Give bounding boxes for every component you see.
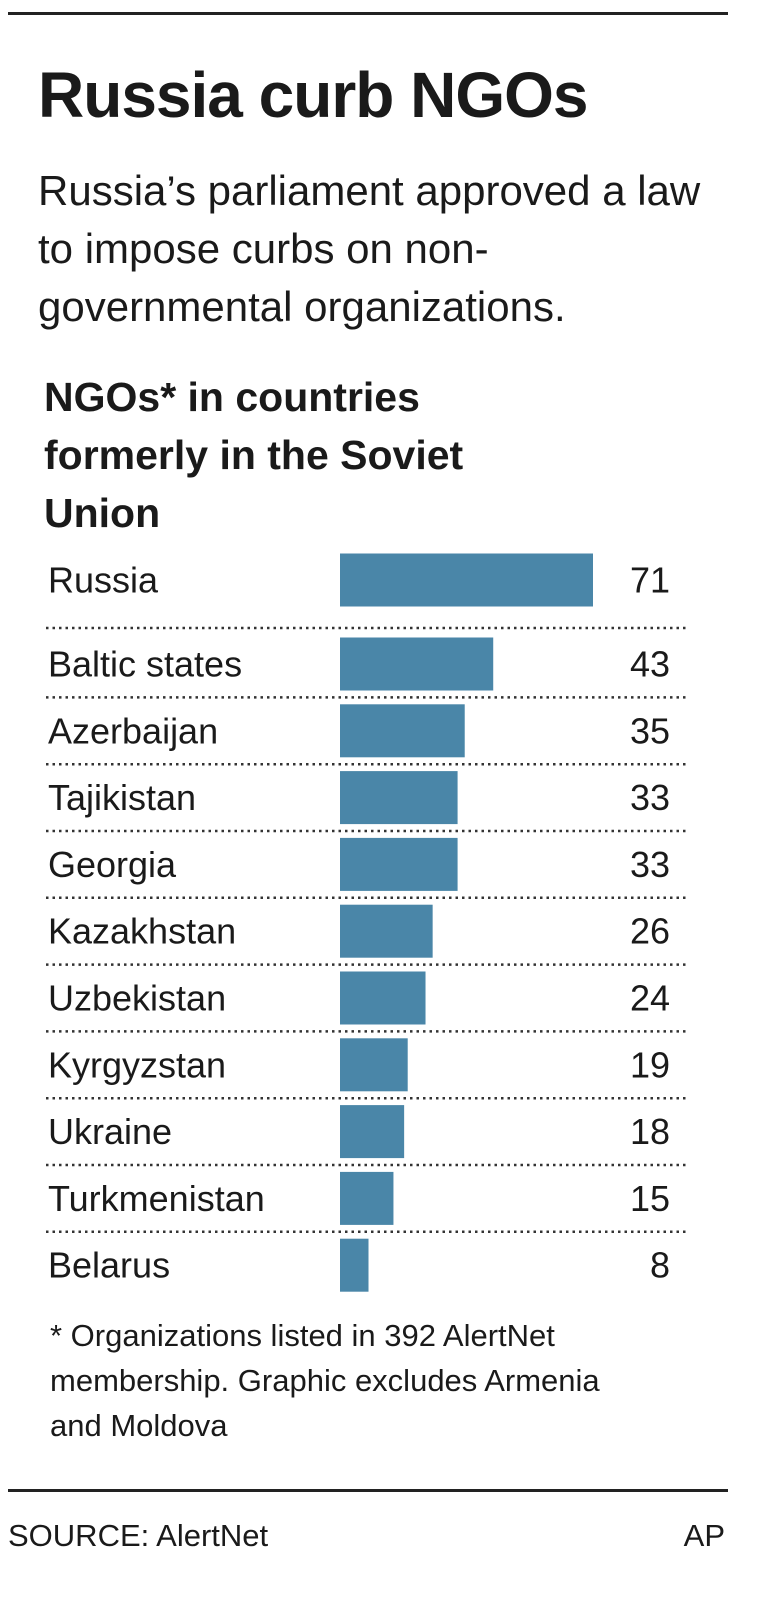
category-label: Uzbekistan	[48, 978, 226, 1019]
chart-title: Russia curb NGOs	[38, 59, 588, 131]
category-label: Turkmenistan	[48, 1178, 265, 1219]
category-label: Belarus	[48, 1245, 170, 1286]
subtitle: Russia’s parliament approved a law to im…	[38, 167, 701, 330]
bar	[340, 771, 458, 825]
value-label: 19	[630, 1044, 670, 1085]
value-label: 33	[630, 777, 670, 818]
category-label: Kazakhstan	[48, 911, 236, 952]
value-label: 43	[630, 644, 670, 685]
value-label: 18	[630, 1111, 670, 1152]
bar	[340, 837, 458, 891]
category-label: Georgia	[48, 844, 177, 885]
value-label: 15	[630, 1178, 670, 1219]
bar	[340, 1238, 369, 1292]
bar	[340, 704, 465, 758]
value-label: 24	[630, 978, 670, 1019]
value-label: 8	[650, 1245, 670, 1286]
bar	[340, 553, 593, 607]
category-label: Azerbaijan	[48, 710, 218, 751]
bar	[340, 637, 494, 691]
value-label: 35	[630, 710, 670, 751]
category-label: Russia	[48, 560, 159, 601]
category-label: Tajikistan	[48, 777, 196, 818]
credit: AP	[683, 1518, 725, 1553]
source: SOURCE: AlertNet	[8, 1518, 269, 1553]
value-label: 26	[630, 911, 670, 952]
chart-heading: NGOs* in countries formerly in the Sovie…	[44, 374, 464, 536]
category-label: Baltic states	[48, 644, 242, 685]
category-label: Kyrgyzstan	[48, 1044, 226, 1085]
category-label: Ukraine	[48, 1111, 172, 1152]
top-rule	[8, 12, 728, 15]
bar	[340, 1105, 405, 1159]
footnote: * Organizations listed in 392 AlertNet m…	[50, 1318, 600, 1443]
bottom-rule	[8, 1489, 728, 1492]
bar	[340, 904, 433, 958]
chart: Russia 71 Baltic states 43 Azerbaijan 35 Tajik…	[46, 553, 686, 1292]
bar	[340, 1038, 408, 1092]
value-label: 33	[630, 844, 670, 885]
bar	[340, 1171, 394, 1225]
bar	[340, 971, 426, 1025]
value-label: 71	[630, 560, 670, 601]
